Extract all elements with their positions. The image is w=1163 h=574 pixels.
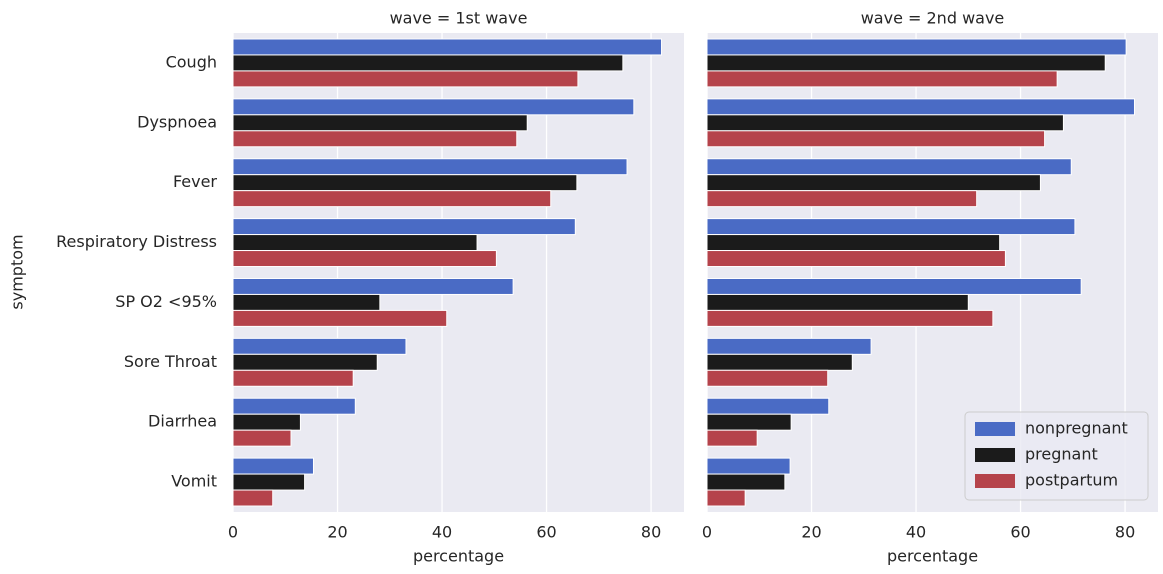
y-tick-label: Vomit bbox=[171, 472, 217, 491]
bar bbox=[706, 38, 1127, 56]
bar bbox=[232, 218, 576, 236]
x-axis-label: percentage bbox=[887, 547, 978, 566]
bar bbox=[232, 130, 518, 148]
x-tick-label: 40 bbox=[906, 523, 926, 542]
legend-label: pregnant bbox=[1025, 445, 1098, 464]
bar bbox=[706, 190, 978, 208]
bar bbox=[706, 98, 1135, 116]
y-tick-label: Sore Throat bbox=[124, 352, 217, 371]
y-tick-label: Diarrhea bbox=[148, 412, 217, 431]
bar bbox=[232, 353, 378, 371]
x-tick-label: 60 bbox=[1010, 523, 1030, 542]
bar bbox=[706, 234, 1001, 252]
y-tick-label: Dyspnoea bbox=[137, 112, 217, 131]
bar bbox=[232, 190, 552, 208]
bar bbox=[232, 293, 381, 311]
bar bbox=[706, 54, 1106, 72]
bar bbox=[706, 70, 1058, 88]
bar bbox=[232, 114, 528, 132]
bar bbox=[232, 277, 514, 295]
x-tick-label: 20 bbox=[327, 523, 347, 542]
x-tick-label: 20 bbox=[801, 523, 821, 542]
legend-swatch bbox=[975, 474, 1015, 488]
bar bbox=[232, 38, 663, 56]
bar bbox=[706, 130, 1046, 148]
legend-swatch bbox=[975, 422, 1015, 436]
y-tick-label: SP O2 <95% bbox=[115, 292, 217, 311]
x-tick-label: 40 bbox=[432, 523, 452, 542]
bar bbox=[232, 369, 354, 387]
bar bbox=[232, 473, 306, 491]
panel-title: wave = 2nd wave bbox=[861, 9, 1005, 28]
x-tick-label: 80 bbox=[1115, 523, 1135, 542]
bar bbox=[232, 309, 448, 327]
bar bbox=[232, 457, 314, 475]
bar bbox=[232, 413, 301, 431]
y-tick-label: Cough bbox=[166, 52, 217, 71]
bar bbox=[232, 158, 628, 176]
bar bbox=[232, 54, 624, 72]
x-tick-label: 0 bbox=[228, 523, 238, 542]
legend-label: nonpregnant bbox=[1025, 419, 1128, 438]
bar bbox=[706, 277, 1082, 295]
bar bbox=[706, 174, 1041, 192]
bar bbox=[706, 353, 853, 371]
bar bbox=[706, 309, 994, 327]
bar bbox=[706, 218, 1076, 236]
panel-title: wave = 1st wave bbox=[390, 9, 528, 28]
legend-swatch bbox=[975, 448, 1015, 462]
y-tick-label: Fever bbox=[173, 172, 217, 191]
x-tick-label: 0 bbox=[702, 523, 712, 542]
bar bbox=[232, 234, 478, 252]
bar bbox=[232, 98, 635, 116]
legend-label: postpartum bbox=[1025, 471, 1118, 490]
bar bbox=[232, 174, 578, 192]
bar bbox=[706, 114, 1064, 132]
y-axis-label: symptom bbox=[8, 234, 27, 309]
bar bbox=[706, 337, 872, 355]
bar bbox=[706, 369, 829, 387]
bar bbox=[706, 250, 1006, 268]
y-tick-label: Respiratory Distress bbox=[56, 232, 217, 251]
bar bbox=[232, 489, 274, 507]
x-tick-label: 60 bbox=[536, 523, 556, 542]
bar bbox=[232, 337, 407, 355]
bar bbox=[232, 397, 356, 415]
bar bbox=[706, 413, 792, 431]
bar bbox=[706, 293, 969, 311]
bar bbox=[232, 429, 292, 447]
bar bbox=[232, 70, 579, 88]
bar bbox=[706, 158, 1072, 176]
bar bbox=[232, 250, 497, 268]
bar bbox=[706, 489, 746, 507]
bar bbox=[706, 429, 758, 447]
x-axis-label: percentage bbox=[413, 547, 504, 566]
x-tick-label: 80 bbox=[641, 523, 661, 542]
bar bbox=[706, 457, 791, 475]
bar bbox=[706, 473, 786, 491]
bar bbox=[706, 397, 830, 415]
